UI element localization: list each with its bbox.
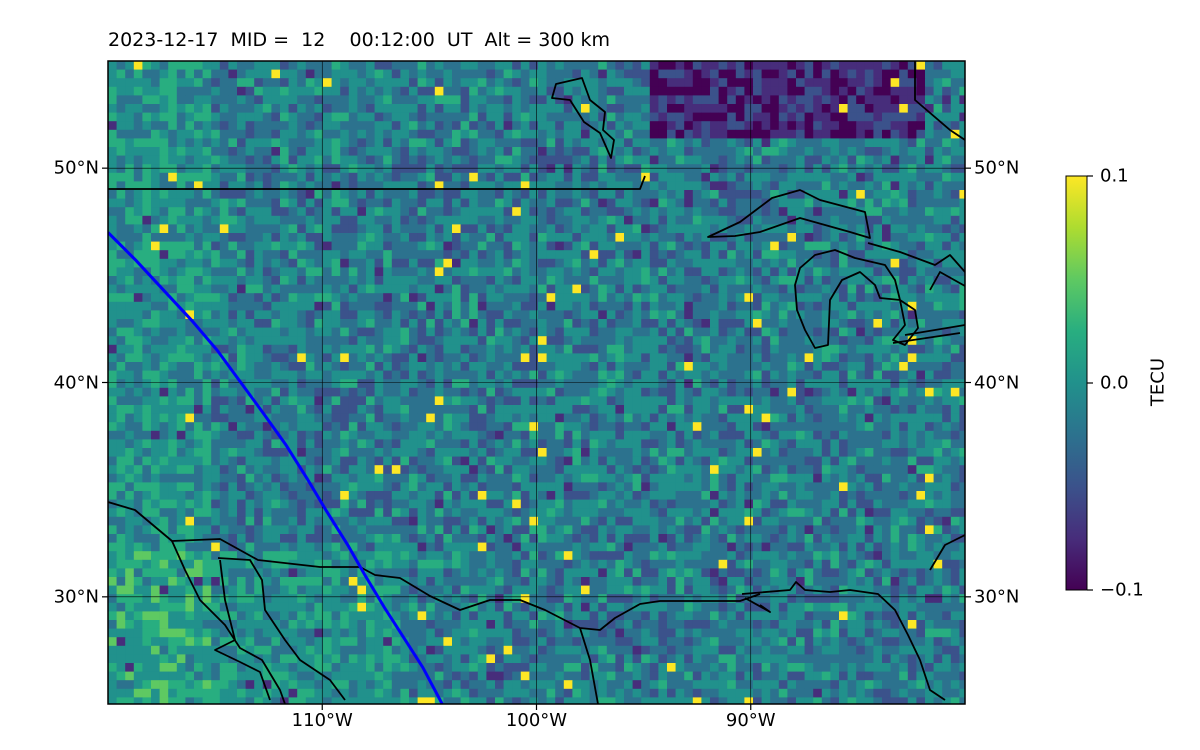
coastlines-and-borders xyxy=(108,61,965,704)
colorbar-label: TECU xyxy=(1147,357,1169,407)
tec-heatmap xyxy=(108,61,965,704)
lat-tick-label-right: 50°N xyxy=(974,157,1020,179)
plot-title: 2023-12-17 MID = 12 00:12:00 UT Alt = 30… xyxy=(108,29,611,51)
lat-tick-label-right: 30°N xyxy=(974,586,1020,608)
lat-tick-label-left: 30°N xyxy=(53,586,99,608)
colorbar-tick-label: −0.1 xyxy=(1100,579,1144,601)
colorbar-ticks xyxy=(1087,175,1093,591)
colorbar-tick-label: 0.0 xyxy=(1100,372,1129,394)
lon-tick-label: 100°W xyxy=(505,710,568,731)
colorbar-tick-label: 0.1 xyxy=(1100,165,1129,187)
lat-tick-label-left: 50°N xyxy=(53,157,99,179)
lat-tick-label-left: 40°N xyxy=(53,372,99,393)
graticule xyxy=(108,61,965,704)
lon-tick-label: 90°W xyxy=(725,710,776,731)
satellite-track xyxy=(108,231,444,704)
lon-tick-label: 110°W xyxy=(291,710,353,731)
colorbar xyxy=(1065,175,1088,591)
lat-tick-label-right: 40°N xyxy=(974,372,1020,393)
axis-ticks xyxy=(102,167,971,710)
